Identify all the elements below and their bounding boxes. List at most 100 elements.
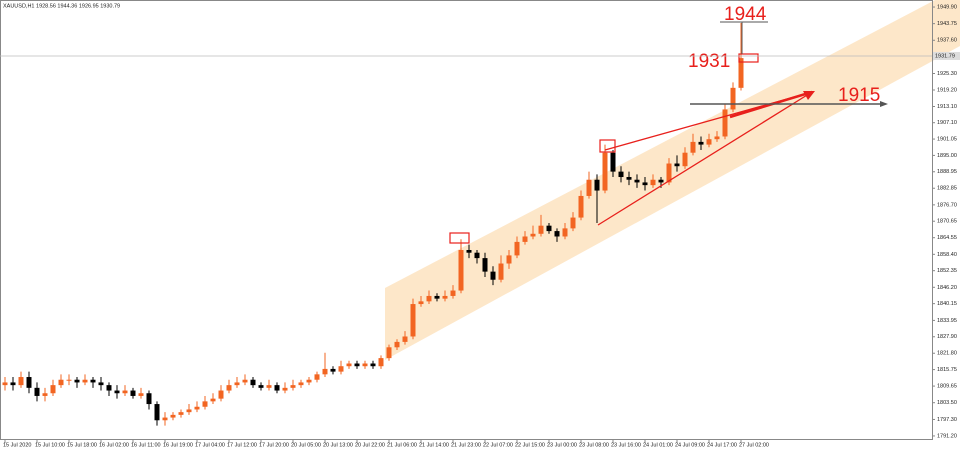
candle-body — [58, 379, 64, 386]
y-tick-label: 1913.10 — [937, 104, 957, 110]
candle-body — [242, 379, 248, 383]
y-tick-label: 1907.10 — [937, 120, 957, 126]
candle-body — [658, 179, 664, 183]
chart-title: XAUUSD,H1 1928.56 1944.36 1926.95 1930.7… — [3, 3, 120, 9]
x-tick-label: 20 Jul 22:00 — [355, 442, 385, 448]
x-tick-label: 24 Jul 17:00 — [707, 442, 737, 448]
x-tick-label: 23 Jul 16:00 — [611, 442, 641, 448]
candle-body — [578, 195, 584, 218]
candle-body — [458, 250, 464, 291]
y-tick-label: 1895.00 — [937, 153, 957, 159]
y-tick-label: 1815.75 — [937, 367, 957, 373]
candle-body — [218, 390, 224, 399]
candle-body — [490, 271, 496, 280]
candle-body — [418, 301, 424, 305]
y-tick-label: 1949.90 — [937, 4, 957, 10]
candle-body — [162, 417, 168, 421]
x-tick-label: 21 Jul 14:00 — [419, 442, 449, 448]
candle-body — [722, 109, 728, 137]
x-tick-label: 20 Jul 05:00 — [291, 442, 321, 448]
y-tick-label: 1888.95 — [937, 169, 957, 175]
candle-body — [122, 390, 128, 394]
y-tick-label: 1821.80 — [937, 351, 957, 357]
candle-body — [50, 385, 56, 394]
x-tick-label: 17 Jul 12:00 — [227, 442, 257, 448]
candle-body — [290, 385, 296, 388]
candle-body — [530, 233, 536, 237]
candle-body — [114, 390, 120, 394]
candle-body — [434, 295, 440, 299]
candle-body — [650, 179, 656, 186]
candle-body — [106, 385, 112, 391]
candle-body — [442, 295, 448, 299]
candle-body — [498, 263, 504, 280]
candle-body — [282, 387, 288, 391]
candle-body — [610, 152, 616, 172]
candle-body — [642, 182, 648, 186]
level-arrow-head — [880, 101, 888, 107]
x-tick-label: 24 Jul 09:00 — [675, 442, 705, 448]
candle-body — [210, 398, 216, 402]
candle-body — [250, 379, 256, 386]
price-label-box — [933, 51, 960, 60]
y-tick-label: 1833.95 — [937, 318, 957, 324]
candle-body — [130, 390, 136, 396]
candle-body — [10, 382, 16, 386]
y-tick-label: 1937.60 — [937, 38, 957, 44]
y-tick-label: 1809.65 — [937, 384, 957, 390]
y-tick-label: 1840.15 — [937, 301, 957, 307]
candle-body — [258, 385, 264, 388]
x-tick-label: 16 Jul 19:00 — [163, 442, 193, 448]
candle-body — [402, 336, 408, 342]
candle-body — [602, 152, 608, 191]
candle-body — [546, 225, 552, 232]
y-tick-label: 1864.55 — [937, 235, 957, 241]
candle-body — [426, 295, 432, 302]
high-box — [599, 139, 616, 153]
candle-body — [514, 241, 520, 256]
candle-body — [378, 358, 384, 367]
y-tick-label: 1925.30 — [937, 71, 957, 77]
candle-body — [154, 404, 160, 421]
candle-body — [698, 141, 704, 145]
candle-body — [42, 393, 48, 396]
candle-body — [522, 236, 528, 242]
triangle-lower — [597, 91, 813, 226]
candle-body — [690, 141, 696, 153]
price-label: 1931.79 — [935, 53, 955, 59]
candle-body — [2, 382, 8, 386]
x-tick-label: 17 Jul 20:00 — [259, 442, 289, 448]
candle-body — [666, 163, 672, 183]
candle-body — [298, 382, 304, 386]
candle-body — [66, 379, 72, 381]
candle-body — [274, 385, 280, 391]
y-tick-label: 1876.70 — [937, 202, 957, 208]
candle-body — [26, 377, 32, 388]
annotation: 1944 — [724, 4, 767, 25]
candle-body — [450, 290, 456, 296]
x-tick-label: 20 Jul 13:00 — [323, 442, 353, 448]
candle-body — [538, 225, 544, 234]
x-tick-label: 15 Jul 10:00 — [35, 442, 65, 448]
candle-body — [562, 228, 568, 237]
candle-body — [554, 231, 560, 237]
candle-body — [186, 409, 192, 413]
candle-body — [362, 363, 368, 367]
candle-body — [194, 406, 200, 410]
candle-body — [234, 382, 240, 386]
x-tick-label: 15 Jul 2020 — [3, 442, 31, 448]
annotation: 1915 — [838, 85, 880, 106]
y-tick-label: 1870.65 — [937, 219, 957, 225]
arrow-head — [803, 91, 815, 100]
trend-channel — [385, 0, 960, 360]
x-tick-label: 21 Jul 06:00 — [387, 442, 417, 448]
x-tick-label: 27 Jul 02:00 — [739, 442, 769, 448]
candle-body — [82, 379, 88, 383]
y-tick-label: 1919.20 — [937, 87, 957, 93]
candle-body — [226, 385, 232, 391]
candle-body — [266, 385, 272, 388]
candles — [2, 22, 744, 426]
x-tick-label: 17 Jul 04:00 — [195, 442, 225, 448]
